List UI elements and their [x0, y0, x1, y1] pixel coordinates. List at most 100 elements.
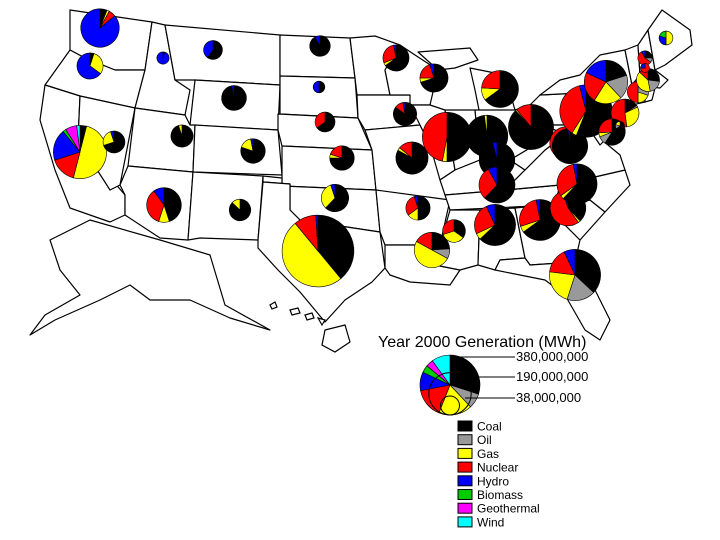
- legend-label-wind: Wind: [477, 515, 504, 529]
- pie-MD-nuclear-slice: [598, 118, 613, 134]
- legend-label-coal: Coal: [477, 420, 502, 434]
- pie-VT-nuclear-slice: [640, 63, 650, 73]
- pie-FL-hydro-slice: [563, 249, 576, 276]
- pie-OR-gas-slice: [89, 53, 104, 75]
- pie-MI-coal-slice: [484, 70, 519, 108]
- legend-label-oil: Oil: [477, 433, 492, 447]
- pie-MT-coal-slice: [207, 40, 223, 60]
- pie-CA-gas-slice: [73, 125, 107, 179]
- pie-ND-hydro-slice: [314, 35, 321, 47]
- pie-NE-nuclear-slice: [314, 111, 326, 129]
- pie-MA: [636, 68, 660, 92]
- pie-WI-hydro-slice: [429, 63, 435, 79]
- legend-fuel-items: CoalOilGasNuclearHydroBiomassGeothermalW…: [457, 420, 540, 529]
- pie-SD: [312, 80, 326, 94]
- pie-LA: [414, 231, 450, 268]
- pie-IL: [422, 112, 472, 162]
- pie-IA: [393, 102, 417, 126]
- pie-NC-coal-slice: [562, 163, 598, 205]
- pie-WY: [221, 85, 247, 111]
- legend-swatch-wind: [457, 516, 473, 528]
- pie-OK-coal-slice: [325, 184, 349, 212]
- pie-TX-hydro-slice: [315, 214, 319, 252]
- pie-AL-hydro-slice: [485, 204, 496, 226]
- pie-KS-nuclear-slice: [329, 145, 343, 159]
- pie-CO-hydro-slice: [250, 138, 254, 152]
- pie-IA-hydro-slice: [402, 102, 406, 115]
- pie-MN-hydro-slice: [393, 44, 397, 59]
- pie-MS-nuclear-slice: [442, 219, 455, 235]
- pie-NH: [637, 50, 653, 66]
- pie-WI: [419, 63, 449, 93]
- pie-TX: [281, 214, 355, 288]
- pie-AR: [405, 195, 431, 221]
- pie-AL-coal-slice: [479, 204, 516, 246]
- pie-OH: [508, 104, 554, 150]
- pie-MO-nuclear-slice: [399, 141, 413, 159]
- pie-UT: [170, 124, 194, 148]
- pie-MO: [395, 141, 429, 175]
- pie-NV-hydro-slice: [110, 130, 115, 143]
- state-generation-pies: [53, 8, 674, 301]
- pie-OH-nuclear-slice: [516, 104, 532, 128]
- pie-TN-nuclear-slice: [478, 168, 498, 199]
- pie-MS: [442, 219, 466, 243]
- pie-TX-coal-slice: [317, 214, 355, 280]
- pie-GA-hydro-slice: [535, 199, 541, 221]
- legend-swatch-hydro: [457, 475, 473, 487]
- pie-TN: [478, 166, 516, 204]
- pie-FL-gas-slice: [549, 271, 576, 300]
- legend-scale-circle-2: [440, 395, 460, 416]
- state-HI-2: [289, 307, 301, 316]
- pie-NC-hydro-slice: [572, 163, 578, 185]
- pie-MT: [203, 40, 223, 60]
- pie-AZ-hydro-slice: [153, 187, 165, 206]
- state-CO: [192, 124, 283, 176]
- legend-label-geothermal: Geothermal: [477, 502, 540, 516]
- pie-GA-nuclear-slice: [519, 199, 541, 227]
- pie-IN-gas-slice: [484, 114, 488, 137]
- pie-TX-gas-slice: [281, 222, 342, 288]
- generation-legend: Year 2000 Generation (MWh) 380,000,000 1…: [378, 334, 588, 529]
- state-NM: [187, 171, 264, 241]
- state-HI-4: [316, 317, 326, 327]
- pie-ME-gas-slice: [665, 30, 674, 46]
- pie-AZ: [146, 187, 182, 223]
- pie-MN: [382, 44, 410, 72]
- pie-WA: [80, 8, 120, 48]
- pie-ID: [156, 51, 170, 65]
- pie-NY-hydro-slice: [585, 60, 607, 83]
- pie-PA-nuclear-slice: [559, 85, 587, 134]
- pie-SD-hydro-slice: [312, 80, 320, 94]
- legend-swatch-coal: [457, 420, 473, 432]
- pie-VT-hydro-slice: [640, 63, 646, 69]
- scale-label-380: 380,000,000: [516, 349, 588, 364]
- pie-AL-nuclear-slice: [474, 205, 496, 235]
- pie-OK-hydro-slice: [330, 184, 336, 199]
- pie-AR-hydro-slice: [413, 195, 419, 209]
- pie-OK-gas-slice: [321, 184, 336, 209]
- pie-WI-coal-slice: [420, 63, 449, 93]
- legend-swatch-oil: [457, 434, 473, 446]
- pie-NJ-gas-slice: [624, 106, 640, 128]
- legend-scale-pie-coal-slice: [449, 354, 481, 395]
- legend-title: Year 2000 Generation (MWh): [378, 334, 586, 351]
- pie-MA-gas-slice: [636, 71, 651, 92]
- pie-LA-gas-slice: [414, 241, 448, 268]
- legend-label-biomass: Biomass: [477, 488, 523, 502]
- legend-label-hydro: Hydro: [477, 474, 509, 488]
- pie-CA: [53, 125, 107, 179]
- pie-SD-coal-slice: [318, 80, 326, 94]
- state-HI-3: [304, 312, 315, 321]
- state-HI-1: [269, 301, 278, 310]
- pie-NE: [314, 111, 336, 133]
- pie-MI: [481, 70, 519, 108]
- legend-scale-pie: [419, 354, 481, 416]
- pie-VT: [640, 63, 650, 73]
- pie-IL-nuclear-slice: [422, 112, 448, 162]
- pie-OK: [321, 184, 349, 212]
- scale-label-190: 190,000,000: [516, 369, 588, 384]
- pie-NC-nuclear-slice: [556, 163, 578, 197]
- pie-ME: [658, 30, 674, 46]
- pie-CT-nuclear-slice: [627, 81, 639, 103]
